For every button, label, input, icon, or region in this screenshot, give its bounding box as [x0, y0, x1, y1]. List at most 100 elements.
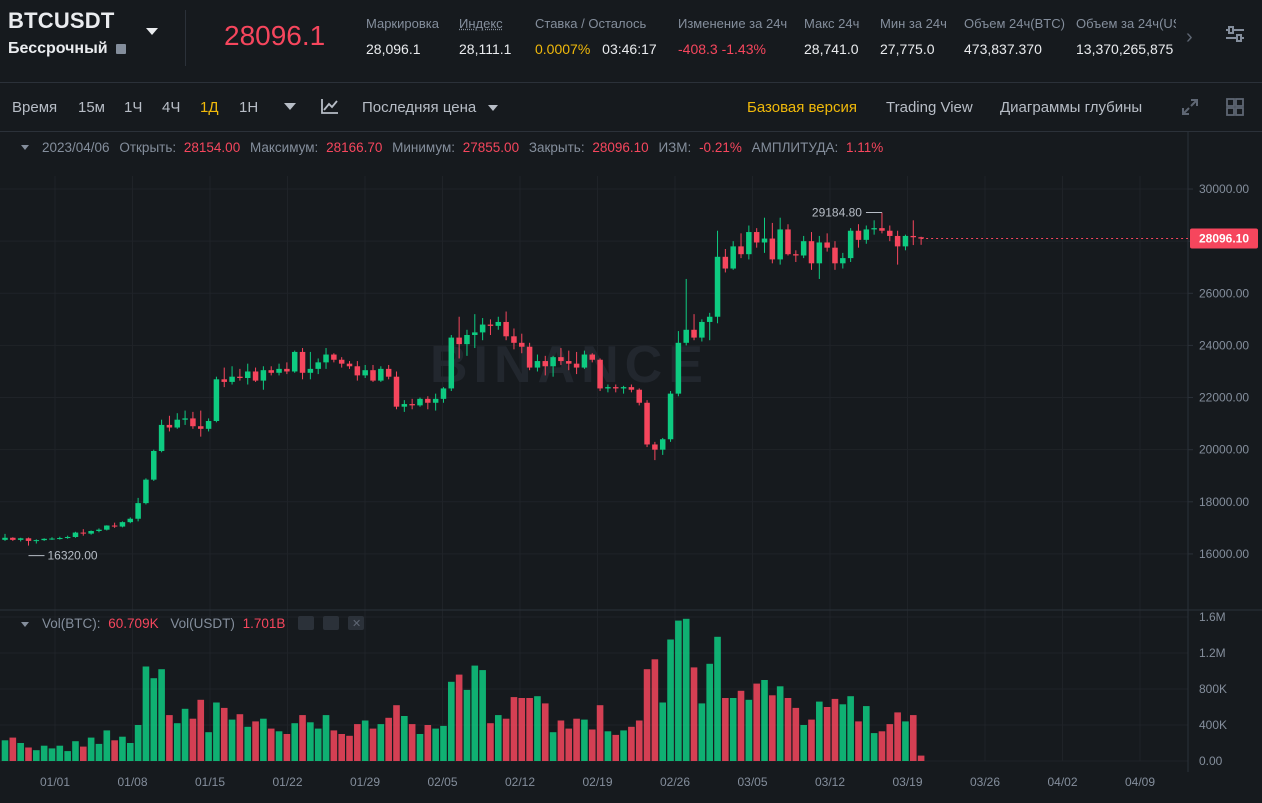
candle-body — [174, 419, 181, 428]
volume-bar — [855, 721, 862, 761]
candle-body — [464, 334, 470, 345]
candle-body — [887, 230, 893, 236]
price-markers: 29184.80 16320.00 28096.10 — [28, 205, 1258, 563]
interval-1w[interactable]: 1Н — [239, 99, 259, 116]
grid-lines — [0, 176, 1188, 762]
interval-1d[interactable]: 1Д — [200, 99, 219, 116]
stat-label: Мин за 24ч — [880, 16, 947, 31]
volume-bar — [48, 748, 56, 761]
volume-bar — [56, 745, 64, 761]
eye-icon[interactable] — [298, 616, 314, 630]
symbol-selector[interactable]: BTCUSDT Бессрочный — [8, 8, 126, 58]
candle-body — [17, 538, 24, 540]
stat-index-price[interactable]: Индекс 28,111.1 — [459, 16, 511, 57]
view-depth[interactable]: Диаграммы глубины — [1000, 99, 1143, 116]
candle-body — [730, 246, 736, 269]
volume-bar — [87, 737, 95, 761]
close-icon[interactable] — [348, 616, 364, 630]
interval-time[interactable]: Время — [12, 99, 58, 116]
candle-body — [143, 479, 149, 504]
volume-bar — [166, 715, 173, 761]
max-price-label: 29184.80 — [812, 205, 862, 219]
candle-body — [401, 404, 408, 407]
view-basic[interactable]: Базовая версия — [747, 99, 857, 116]
volume-bar — [776, 686, 784, 761]
volume-bar — [761, 680, 768, 761]
candle-body — [135, 503, 141, 519]
candle-body — [10, 537, 16, 540]
date-tick-label: 02/05 — [427, 775, 457, 789]
volume-bar — [385, 717, 392, 761]
candle-body — [378, 368, 384, 381]
volume-bar — [878, 731, 886, 761]
stat-funding-rate: Ставка / Осталось 0.0007% 03:46:17 — [535, 16, 657, 57]
candle-body — [472, 332, 478, 335]
volume-bar — [299, 715, 306, 761]
min-price-label: 16320.00 — [47, 549, 97, 563]
volume-bar — [682, 618, 690, 761]
last-price: 28096.1 — [224, 20, 326, 51]
fullscreen-icon[interactable] — [1180, 97, 1200, 117]
chevron-right-icon[interactable]: › — [1186, 26, 1193, 48]
volume-bar — [416, 734, 424, 761]
time-axis: 01/01 01/08 01/15 01/22 01/29 02/05 02/12 02/19… — [40, 775, 1155, 789]
volume-bar — [213, 702, 220, 761]
candle-body — [119, 522, 126, 527]
chart-toolbar: Время 15м 1Ч 4Ч 1Д 1Н Последняя цена Баз… — [0, 83, 1262, 132]
volume-tick-label: 1.2M — [1199, 646, 1226, 660]
price-type-select[interactable]: Последняя цена — [362, 99, 499, 116]
ohlc-amp-label: АМПЛИТУДА: — [752, 140, 839, 155]
volume-bar — [95, 743, 103, 761]
candle-body — [793, 254, 799, 256]
book-icon[interactable] — [115, 44, 126, 54]
volume-bar — [408, 724, 416, 761]
gear-icon[interactable] — [323, 616, 339, 630]
interval-15m[interactable]: 15м — [78, 99, 105, 116]
candle-body — [620, 387, 627, 389]
chart-area[interactable]: BINANCE 2023/04/06 Открыть: 28154.00 Мак… — [0, 132, 1262, 798]
stat-value: 27,775.0 — [880, 41, 935, 57]
interval-1h[interactable]: 1Ч — [124, 99, 143, 116]
volume-tick-label: 400K — [1199, 718, 1227, 732]
volume-bar — [510, 697, 518, 761]
collapse-icon[interactable] — [21, 145, 29, 150]
stat-label[interactable]: Индекс — [459, 16, 503, 31]
volume-bar — [25, 747, 32, 761]
more-intervals-icon[interactable] — [284, 103, 296, 110]
view-tradingview[interactable]: Trading View — [886, 99, 973, 116]
contract-type: Бессрочный — [8, 40, 126, 58]
chevron-down-icon[interactable] — [146, 28, 158, 35]
volume-bar — [252, 721, 259, 761]
date-tick-label: 01/01 — [40, 775, 70, 789]
volume-bar — [886, 724, 894, 761]
volume-bar — [573, 718, 580, 761]
candle-body — [96, 529, 102, 531]
candle-body — [354, 366, 361, 376]
price-tick-label: 20000.00 — [1199, 443, 1249, 457]
candle-body — [370, 370, 376, 381]
candlestick-chart[interactable]: BINANCE 2023/04/06 Открыть: 28154.00 Мак… — [0, 132, 1262, 798]
candle-body — [840, 258, 846, 264]
settings-sliders-icon[interactable] — [1224, 24, 1246, 44]
date-tick-label: 02/12 — [505, 775, 535, 789]
collapse-icon[interactable] — [21, 622, 29, 627]
candle-body — [847, 230, 854, 259]
candle-body — [456, 337, 462, 345]
volume-bar — [291, 723, 299, 761]
volume-bar — [487, 723, 494, 761]
volume-info: Vol(BTC): 60.709K Vol(USDT) 1.701B ✕ — [21, 616, 364, 631]
volume-bar — [588, 729, 596, 761]
contract-type-label: Бессрочный — [8, 40, 108, 57]
ohlc-open-label: Открыть: — [119, 140, 176, 155]
volume-bar — [792, 707, 800, 761]
volume-bar — [424, 725, 432, 761]
close-glyph: ✕ — [352, 618, 361, 630]
interval-4h[interactable]: 4Ч — [162, 99, 181, 116]
candle-body — [589, 354, 595, 360]
candle-body — [816, 242, 823, 264]
symbol-name[interactable]: BTCUSDT — [8, 8, 115, 33]
layout-grid-icon[interactable] — [1225, 97, 1245, 117]
candle-body — [111, 525, 118, 527]
indicators-icon[interactable] — [320, 97, 340, 115]
candle-body — [88, 530, 94, 534]
